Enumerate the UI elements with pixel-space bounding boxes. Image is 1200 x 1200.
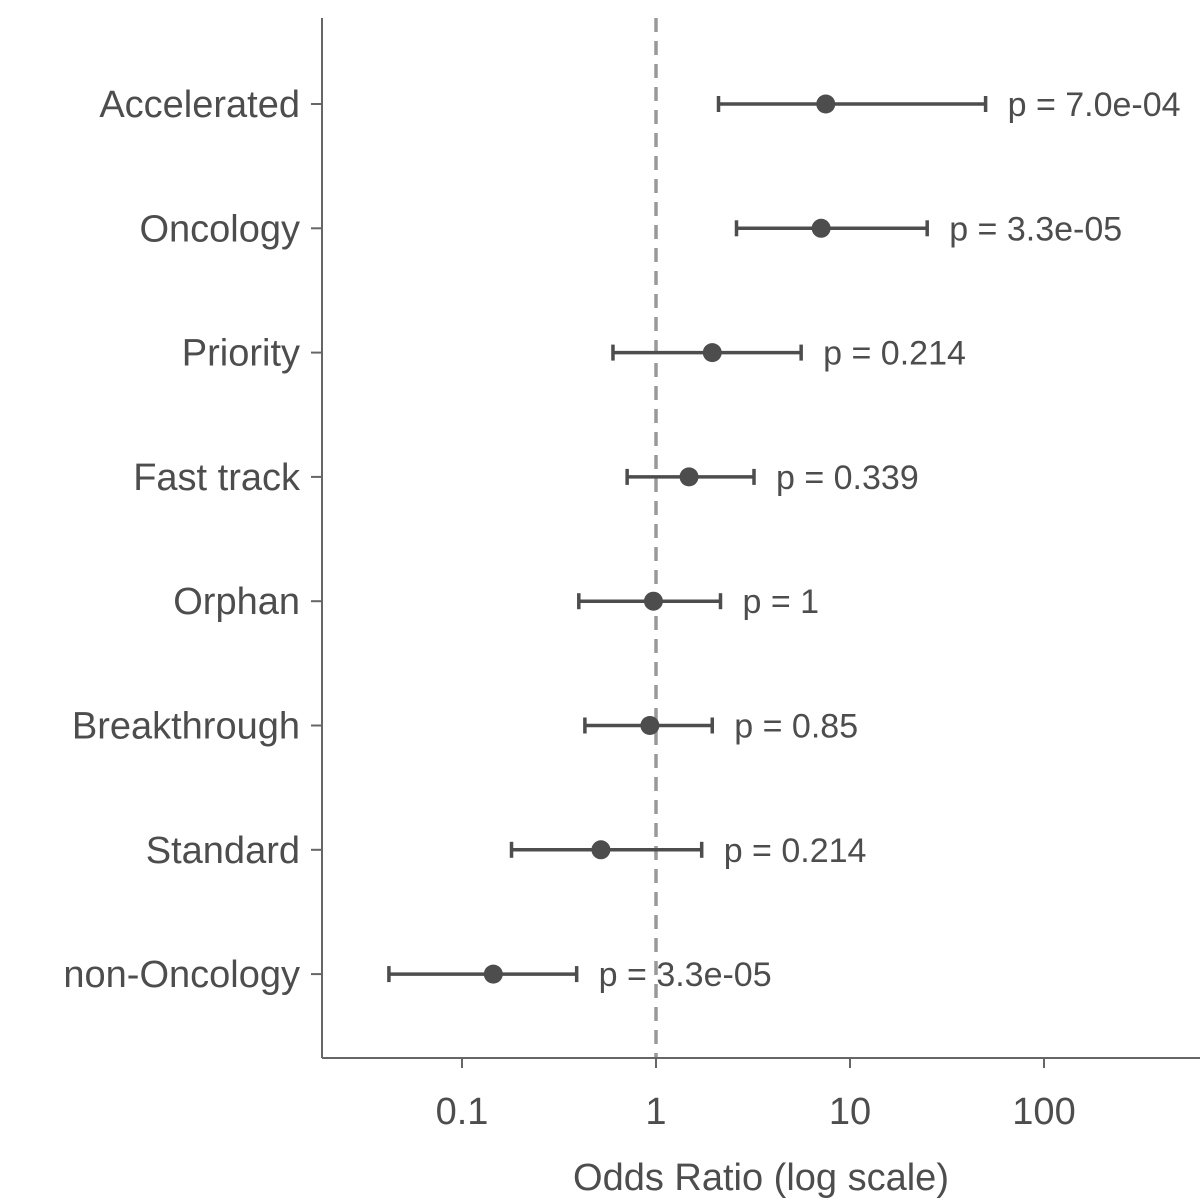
x-tick-label: 1 <box>645 1091 666 1133</box>
category-label: Oncology <box>139 208 300 250</box>
estimate-point <box>811 218 831 238</box>
estimate-point <box>816 94 836 114</box>
x-axis-ticks: 0.1 1 10 100 <box>436 1058 1076 1133</box>
p-value-label: p = 1 <box>742 583 819 621</box>
category-label: Accelerated <box>99 84 300 126</box>
forest-marks: p = 7.0e-04 p = 3.3e-05 p = 0.214 p = 0.339… <box>387 86 1181 994</box>
estimate-point <box>643 591 663 611</box>
estimate-point <box>591 840 611 860</box>
p-value-label: p = 3.3e-05 <box>949 210 1122 248</box>
p-value-label: p = 7.0e-04 <box>1008 86 1181 124</box>
p-value-label: p = 0.214 <box>823 335 966 373</box>
estimate-point <box>679 467 699 487</box>
category-label: Priority <box>182 333 300 375</box>
p-value-label: p = 0.214 <box>724 832 867 870</box>
p-value-label: p = 3.3e-05 <box>599 956 772 994</box>
category-label: non-Oncology <box>63 954 300 996</box>
x-tick-label: 100 <box>1012 1091 1075 1133</box>
x-tick-label: 0.1 <box>436 1091 489 1133</box>
category-label: Standard <box>146 830 300 872</box>
p-value-label: p = 0.339 <box>776 459 919 497</box>
p-value-label: p = 0.85 <box>734 708 858 746</box>
estimate-point <box>702 343 722 363</box>
category-label: Fast track <box>133 457 301 499</box>
category-label: Breakthrough <box>72 706 300 748</box>
estimate-point <box>483 964 503 984</box>
x-tick-label: 10 <box>829 1091 871 1133</box>
category-label: Orphan <box>173 581 300 623</box>
x-axis-title: Odds Ratio (log scale) <box>573 1157 949 1199</box>
estimate-point <box>640 716 660 735</box>
y-axis-ticks: Accelerated Oncology Priority Fast track Orp… <box>63 84 322 996</box>
